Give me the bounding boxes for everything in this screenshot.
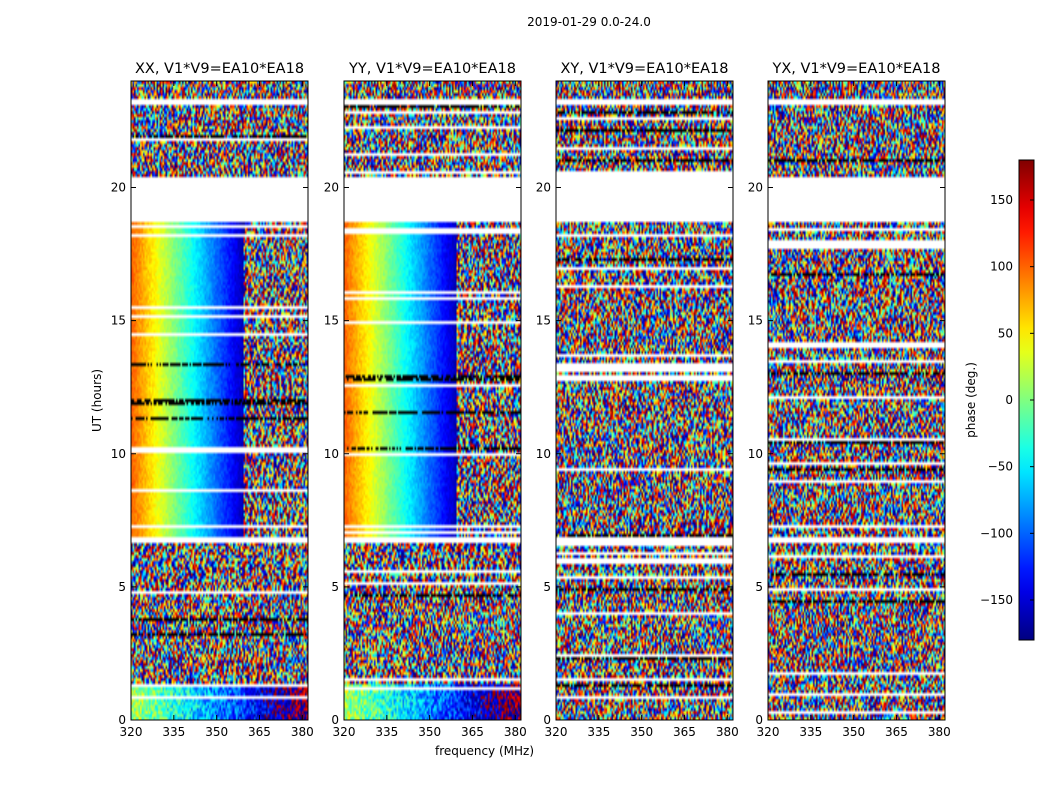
phase-heatmap <box>768 81 945 720</box>
phase-heatmap <box>344 81 521 720</box>
y-tick-label: 5 <box>118 580 126 594</box>
x-tick-label: 350 <box>842 725 865 739</box>
y-tick-label: 5 <box>755 580 763 594</box>
panel-frame <box>767 80 946 721</box>
x-tick-label: 365 <box>673 725 696 739</box>
colorbar-tick-label: −50 <box>988 460 1013 474</box>
panel-frame <box>130 80 309 721</box>
y-tick-label: 20 <box>748 181 763 195</box>
y-tick-label: 20 <box>324 181 339 195</box>
y-tick-label: 20 <box>536 181 551 195</box>
panels: XX, V1*V9=EA10*EA18 320 335 350 365 380 0 5 10 15… <box>90 61 951 758</box>
y-tick-label: 0 <box>543 713 551 727</box>
y-tick-label: 5 <box>543 580 551 594</box>
panel-frame <box>555 80 734 721</box>
y-axis-label: UT (hours) <box>90 369 104 432</box>
x-tick-label: 380 <box>928 725 951 739</box>
x-tick-label: 380 <box>716 725 739 739</box>
figure-title: 2019-01-29 0.0-24.0 <box>527 15 651 29</box>
panel-title: YX, V1*V9=EA10*EA18 <box>771 61 940 77</box>
x-tick-label: 335 <box>375 725 398 739</box>
y-tick-label: 0 <box>331 713 339 727</box>
x-tick-label: 335 <box>799 725 822 739</box>
colorbar: 150 100 50 0 −50 −100 −150 phase (deg.) <box>964 159 1035 641</box>
x-tick-label: 365 <box>248 725 271 739</box>
panel-1: XX, V1*V9=EA10*EA18 320 335 350 365 380 0 5 10 15… <box>90 61 314 739</box>
y-tick-label: 0 <box>755 713 763 727</box>
y-tick-label: 10 <box>111 447 126 461</box>
x-tick-label: 380 <box>291 725 314 739</box>
y-tick-label: 15 <box>324 314 339 328</box>
y-tick-label: 5 <box>331 580 339 594</box>
x-tick-label: 365 <box>885 725 908 739</box>
x-tick-label: 320 <box>333 725 356 739</box>
panel-frame <box>343 80 522 721</box>
x-tick-label: 335 <box>587 725 610 739</box>
x-tick-label: 335 <box>162 725 185 739</box>
x-tick-label: 365 <box>461 725 484 739</box>
colorbar-tick-label: 50 <box>998 326 1013 340</box>
y-tick-label: 20 <box>111 181 126 195</box>
colorbar-tick-label: −150 <box>980 593 1013 607</box>
colorbar-tick-label: 0 <box>1005 393 1013 407</box>
x-tick-label: 320 <box>757 725 780 739</box>
x-axis-label: frequency (MHz) <box>435 744 534 758</box>
y-tick-label: 15 <box>111 314 126 328</box>
colorbar-tick-label: 150 <box>990 193 1013 207</box>
y-tick-label: 10 <box>748 447 763 461</box>
y-tick-label: 10 <box>324 447 339 461</box>
x-tick-label: 350 <box>418 725 441 739</box>
colorbar-label: phase (deg.) <box>964 362 978 438</box>
x-tick-label: 380 <box>504 725 527 739</box>
x-tick-label: 350 <box>630 725 653 739</box>
colorbar-tick-label: −100 <box>980 526 1013 540</box>
panel-title: XY, V1*V9=EA10*EA18 <box>560 61 728 77</box>
panel-title: YY, V1*V9=EA10*EA18 <box>348 61 516 77</box>
y-tick-label: 0 <box>118 713 126 727</box>
phase-heatmap <box>556 81 733 720</box>
x-tick-label: 350 <box>205 725 228 739</box>
panel-3: XY, V1*V9=EA10*EA18 320 335 350 365 380 0 5 10 15… <box>536 61 739 739</box>
y-tick-label: 10 <box>536 447 551 461</box>
x-tick-label: 320 <box>545 725 568 739</box>
x-tick-label: 320 <box>120 725 143 739</box>
panel-4: YX, V1*V9=EA10*EA18 320 335 350 365 380 0 5 10 15… <box>748 61 951 739</box>
panel-title: XX, V1*V9=EA10*EA18 <box>135 61 304 77</box>
y-tick-label: 15 <box>536 314 551 328</box>
panel-2: YY, V1*V9=EA10*EA18 320 335 350 365 380 0 5 10 15… <box>324 61 534 758</box>
phase-heatmap <box>131 81 308 720</box>
colorbar-tick-label: 100 <box>990 260 1013 274</box>
y-tick-label: 15 <box>748 314 763 328</box>
